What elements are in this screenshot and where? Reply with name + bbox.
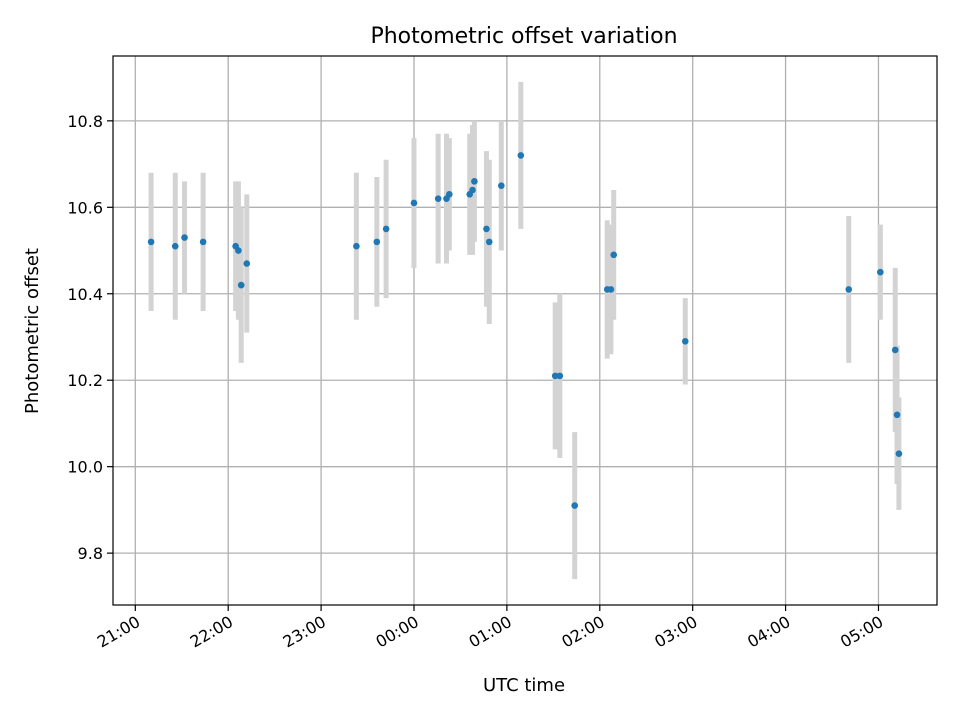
x-tick-label: 03:00 (651, 612, 700, 652)
error-bars (148, 81, 902, 580)
data-point (199, 238, 207, 246)
data-point (353, 242, 360, 250)
data-point (845, 286, 853, 293)
data-point (434, 195, 442, 202)
data-point (147, 238, 155, 246)
y-axis-label: Photometric offset (22, 248, 43, 414)
x-tick-label: 00:00 (373, 612, 422, 652)
y-tick-label: 10.0 (67, 458, 103, 477)
data-point (483, 225, 490, 233)
data-point (877, 268, 884, 276)
data-point (485, 238, 493, 246)
data-point (893, 411, 901, 419)
data-point (471, 178, 478, 185)
data-point (410, 199, 418, 207)
plot-frame (112, 55, 938, 606)
data-point (607, 286, 615, 293)
data-point (517, 152, 525, 159)
x-tick-label: 21:00 (94, 612, 143, 652)
x-tick-label: 02:00 (558, 612, 607, 652)
data-point (571, 502, 579, 509)
data-point (551, 372, 559, 380)
data-point (610, 251, 618, 259)
data-point (243, 260, 251, 267)
x-tick-label: 01:00 (465, 612, 514, 652)
data-point (382, 225, 390, 233)
y-tick-label: 10.2 (67, 371, 103, 390)
x-tick-label: 22:00 (187, 612, 236, 652)
data-point (237, 281, 245, 289)
y-tick-label: 10.6 (67, 198, 103, 217)
y-tick-label: 10.8 (67, 112, 103, 131)
data-point (235, 247, 242, 254)
data-point (181, 234, 188, 241)
data-point (556, 372, 564, 380)
data-point (445, 191, 453, 198)
x-axis-label: UTC time (483, 675, 565, 696)
data-point (895, 450, 903, 458)
data-point (891, 346, 899, 354)
x-tick-label: 04:00 (744, 612, 793, 652)
y-tick-label: 10.4 (67, 285, 103, 304)
data-point (373, 238, 381, 246)
x-axis-ticks: 21:00 22:00 23:00 00:00 01:00 02:00 03:00 04:00… (94, 605, 886, 652)
x-tick-label: 05:00 (837, 612, 886, 652)
data-point (469, 186, 476, 194)
y-tick-label: 9.8 (78, 544, 103, 563)
data-point (171, 242, 179, 250)
y-axis-ticks: 9.8 10.0 10.2 10.4 10.6 10.8 (67, 112, 113, 563)
grid (113, 56, 937, 605)
x-tick-label: 23:00 (280, 612, 329, 652)
data-point (498, 182, 505, 189)
data-point (681, 338, 689, 345)
data-points (147, 152, 903, 509)
chart-title: Photometric offset variation (370, 24, 677, 49)
